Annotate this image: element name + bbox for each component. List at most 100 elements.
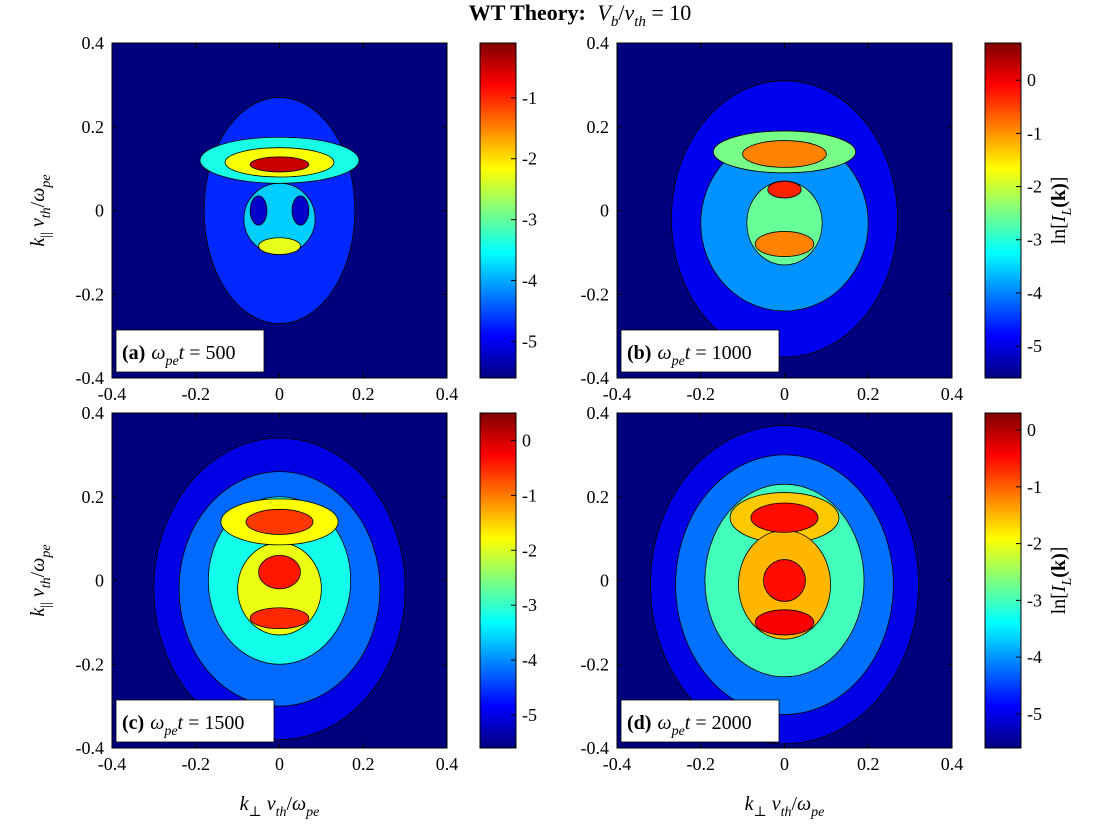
contour-core (258, 554, 301, 590)
y-tick-label: -0.2 (581, 654, 610, 674)
colorbar (984, 42, 1022, 379)
x-tick-label: 0 (780, 754, 789, 774)
panel-label: (c) ωpet = 1500 (122, 712, 244, 739)
colorbar-tick-label: -2 (522, 540, 537, 560)
x-tick-label: 0.4 (436, 754, 459, 774)
y-tick-label: 0.2 (82, 117, 105, 137)
x-tick-label: 0.2 (352, 754, 375, 774)
y-axis-label: k|| vth/ωpe (27, 544, 54, 616)
panel-label-box (620, 699, 780, 743)
x-tick-label: -0.4 (603, 754, 632, 774)
y-tick-label: -0.4 (581, 368, 610, 388)
y-tick-label: -0.2 (76, 284, 105, 304)
contour-core (754, 231, 815, 257)
x-tick-label: 0.4 (941, 384, 964, 404)
x-tick-label: -0.2 (687, 384, 716, 404)
y-tick-label: 0 (600, 571, 609, 591)
contour-core (249, 607, 310, 630)
contour-core (767, 180, 802, 199)
colorbar-tick-label: -2 (1027, 177, 1042, 197)
panel-label-box (115, 699, 275, 743)
colorbar-tick-label: -5 (522, 331, 537, 351)
colorbar-tick-label: -2 (1027, 534, 1042, 554)
contour-hole (249, 195, 268, 226)
colorbar-tick-label: -5 (1027, 336, 1042, 356)
contour-core (763, 559, 806, 602)
x-tick-label: 0.4 (941, 754, 964, 774)
y-tick-label: 0 (600, 201, 609, 221)
y-tick-label: 0.2 (82, 487, 105, 507)
y-tick-label: 0.4 (587, 33, 610, 53)
y-tick-label: -0.4 (76, 738, 105, 758)
x-tick-label: 0 (275, 384, 284, 404)
panel-c: -0.4 -0.2 0 0.2 0.4 0.4 0.2 0 -0.2 -0.4 (c) ωpet = … (27, 403, 537, 820)
y-tick-label: 0 (95, 571, 104, 591)
y-tick-label: -0.4 (581, 738, 610, 758)
x-tick-label: -0.2 (687, 754, 716, 774)
colorbar-tick-label: -3 (522, 595, 537, 615)
x-tick-label: 0.4 (436, 384, 459, 404)
colorbar (479, 42, 517, 379)
contour-ridge (750, 502, 819, 533)
heatmap-area (112, 413, 447, 748)
y-tick-label: 0.2 (587, 117, 610, 137)
y-tick-label: 0.4 (82, 33, 105, 53)
y-tick-label: 0.4 (82, 403, 105, 423)
x-tick-label: 0.2 (352, 384, 375, 404)
x-tick-label: -0.2 (182, 754, 211, 774)
contour-core (258, 237, 301, 255)
x-tick-label: -0.2 (182, 384, 211, 404)
x-tick-label: 0 (780, 384, 789, 404)
figure-title: WT Theory: Vb/vth = 10 (469, 0, 692, 30)
heatmap-area (617, 43, 952, 378)
y-axis-label: k|| vth/ωpe (27, 174, 54, 246)
colorbar-tick-label: -4 (1027, 283, 1042, 303)
colorbar-tick-label: -5 (522, 705, 537, 725)
colorbar (479, 412, 517, 749)
colorbar-tick-label: -4 (1027, 647, 1042, 667)
contour-ridge (249, 156, 310, 173)
contour-core (754, 609, 815, 636)
y-tick-label: -0.2 (76, 654, 105, 674)
colorbar-tick-label: -4 (522, 650, 537, 670)
panel-a: -0.4 -0.2 0 0.2 0.4 0.4 0.2 0 -0.2 -0.4 (a) ωpet = … (27, 33, 537, 404)
contour-hole (291, 195, 310, 226)
x-tick-label: 0.2 (857, 384, 880, 404)
colorbar-tick-label: -3 (522, 210, 537, 230)
y-tick-label: 0.4 (587, 403, 610, 423)
y-tick-label: 0 (95, 201, 104, 221)
panel-label: (d) ωpet = 2000 (627, 712, 752, 739)
panel-d: -0.4 -0.2 0 0.2 0.4 0.4 0.2 0 -0.2 -0.4 (d) ωpet = … (581, 403, 1076, 820)
panel-label: (b) ωpet = 1000 (627, 342, 752, 369)
colorbar-tick-label: 0 (1027, 420, 1036, 440)
x-axis-label: k⊥ vth/ωpe (745, 793, 825, 820)
colorbar-tick-label: -1 (1027, 123, 1042, 143)
colorbar-tick-label: -4 (522, 271, 537, 291)
panel-label-box (620, 329, 780, 373)
colorbar-tick-label: -1 (522, 88, 537, 108)
colorbar-tick-label: -2 (522, 149, 537, 169)
colorbar-tick-label: -5 (1027, 704, 1042, 724)
panel-label: (a) ωpet = 500 (122, 342, 236, 369)
x-tick-label: 0 (275, 754, 284, 774)
x-tick-label: -0.4 (98, 384, 127, 404)
y-tick-label: -0.4 (76, 368, 105, 388)
colorbar-tick-label: 0 (522, 430, 531, 450)
colorbar-tick-label: -3 (1027, 230, 1042, 250)
contour-ridge (742, 140, 827, 168)
x-axis-label: k⊥ vth/ωpe (240, 793, 320, 820)
contour-ridge (245, 508, 314, 535)
heatmap-area (617, 413, 952, 748)
colorbar-tick-label: -1 (522, 485, 537, 505)
panel-label-box (115, 329, 265, 373)
x-tick-label: -0.4 (603, 384, 632, 404)
y-tick-label: 0.2 (587, 487, 610, 507)
x-tick-label: -0.4 (98, 754, 127, 774)
colorbar-tick-label: -1 (1027, 477, 1042, 497)
colorbar-tick-label: 0 (1027, 70, 1036, 90)
colorbar (984, 412, 1022, 749)
panel-b: -0.4 -0.2 0 0.2 0.4 0.4 0.2 0 -0.2 -0.4 (b) ωpet = … (581, 33, 1076, 404)
y-tick-label: -0.2 (581, 284, 610, 304)
heatmap-area (112, 43, 447, 378)
